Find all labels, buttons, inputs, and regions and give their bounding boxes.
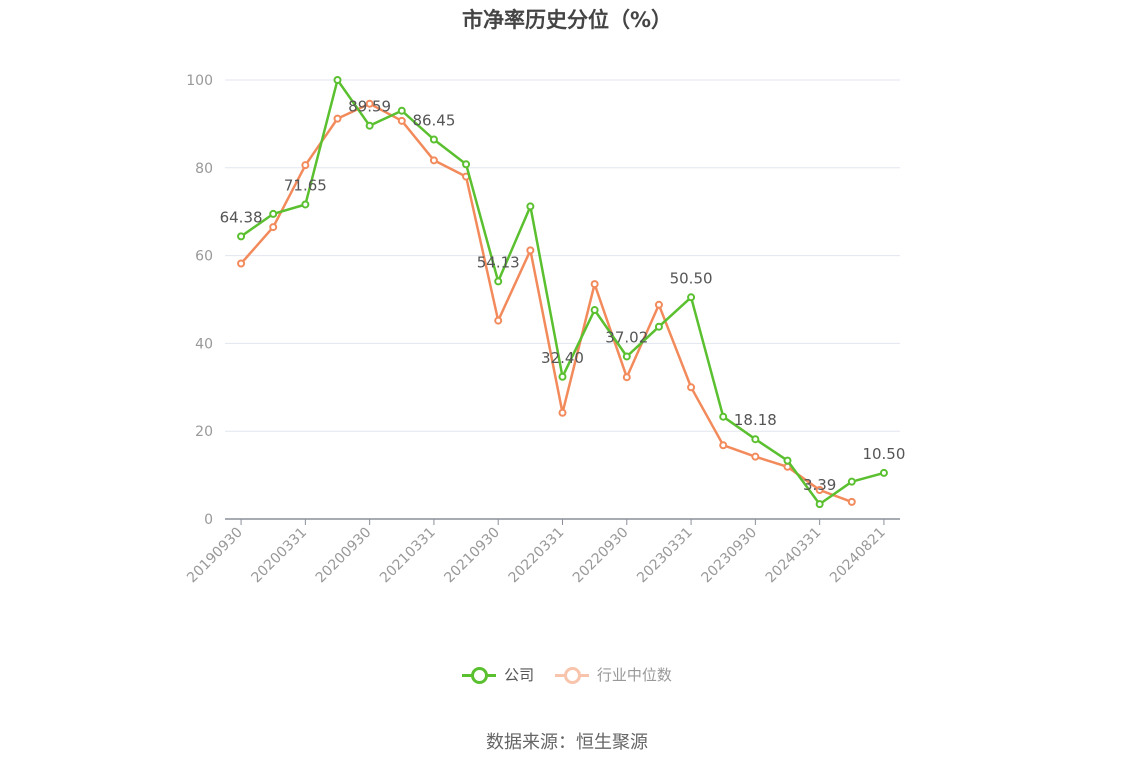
data-point [783,456,792,465]
x-tick-label: 20230930 [698,525,760,587]
data-point [237,259,246,268]
data-point [654,322,663,331]
data-point [429,135,438,144]
data-label: 86.45 [412,111,455,129]
x-tick-label: 20190930 [184,525,246,587]
x-tick-label: 20240331 [763,525,825,587]
chart-title: 市净率历史分位（%） [461,8,673,32]
data-point [654,300,663,309]
data-point [526,246,535,255]
data-label: 89.59 [348,98,391,116]
legend-item-industry-median[interactable]: 行业中位数 [554,664,672,685]
x-tick-label: 20220930 [570,525,632,587]
legend-item-company[interactable]: 公司 [462,664,534,685]
data-point [590,306,599,315]
data-point [687,293,696,302]
data-point [590,280,599,289]
legend-swatch-industry-median [554,666,589,684]
data-point [462,160,471,169]
series-line-company [240,78,885,506]
data-point [397,116,406,125]
data-label: 3.39 [803,476,836,494]
data-label: 50.50 [670,269,713,287]
y-tick-label: 100 [186,73,213,89]
series-line-industry-median [240,102,853,504]
data-point [558,408,567,417]
data-point [751,452,760,461]
data-point [815,486,824,495]
data-labels: 64.38 71.65 89.59 86.45 54.13 32.40 37.02 50.50… [220,98,906,494]
data-point [815,500,824,509]
data-point [494,277,503,286]
x-tick-label: 20210331 [377,525,439,587]
data-point [333,76,342,84]
series-lines [237,76,888,509]
data-label: 10.50 [862,445,905,463]
data-point [397,106,406,115]
data-label: 54.13 [477,253,520,271]
data-point [847,477,856,486]
data-point [333,114,342,123]
legend-label-company: 公司 [504,666,535,684]
data-point [879,468,888,477]
x-tick-label: 20220331 [506,525,568,587]
data-source: 数据来源：恒生聚源 [486,732,648,753]
data-point [751,435,760,444]
data-point [526,202,535,211]
data-point [301,200,310,209]
data-point [622,352,631,361]
x-tick-label: 20200331 [248,525,310,587]
legend-label-industry-median: 行业中位数 [596,666,672,684]
data-point [622,373,631,382]
data-point [558,372,567,381]
legend-swatch-company [462,666,497,684]
data-point [365,99,374,108]
x-tick-label: 20200930 [313,525,375,587]
data-point [269,209,278,218]
x-tick-label: 20230331 [634,525,696,587]
y-tick-label: 0 [204,512,213,528]
x-tick-label: 20240821 [827,525,889,587]
legend: 公司 行业中位数 [0,664,1134,687]
y-tick-label: 80 [195,161,213,177]
data-point [365,121,374,130]
data-label: 37.02 [605,328,648,346]
y-tick-label: 60 [195,249,213,265]
data-point [847,497,856,506]
data-point [719,412,728,421]
y-tick-label: 40 [195,336,213,352]
data-point [269,223,278,232]
data-point [301,161,310,170]
x-tick-label: 20210930 [441,525,503,587]
data-point [494,316,503,325]
data-point [687,383,696,392]
data-point [237,232,246,241]
data-label: 71.65 [284,176,327,194]
data-label: 32.40 [541,349,584,367]
data-label: 18.18 [734,411,777,429]
data-point [719,441,728,450]
grid-lines [225,79,900,432]
data-label: 64.38 [220,208,263,226]
data-point [429,156,438,165]
y-tick-label: 20 [195,424,213,440]
